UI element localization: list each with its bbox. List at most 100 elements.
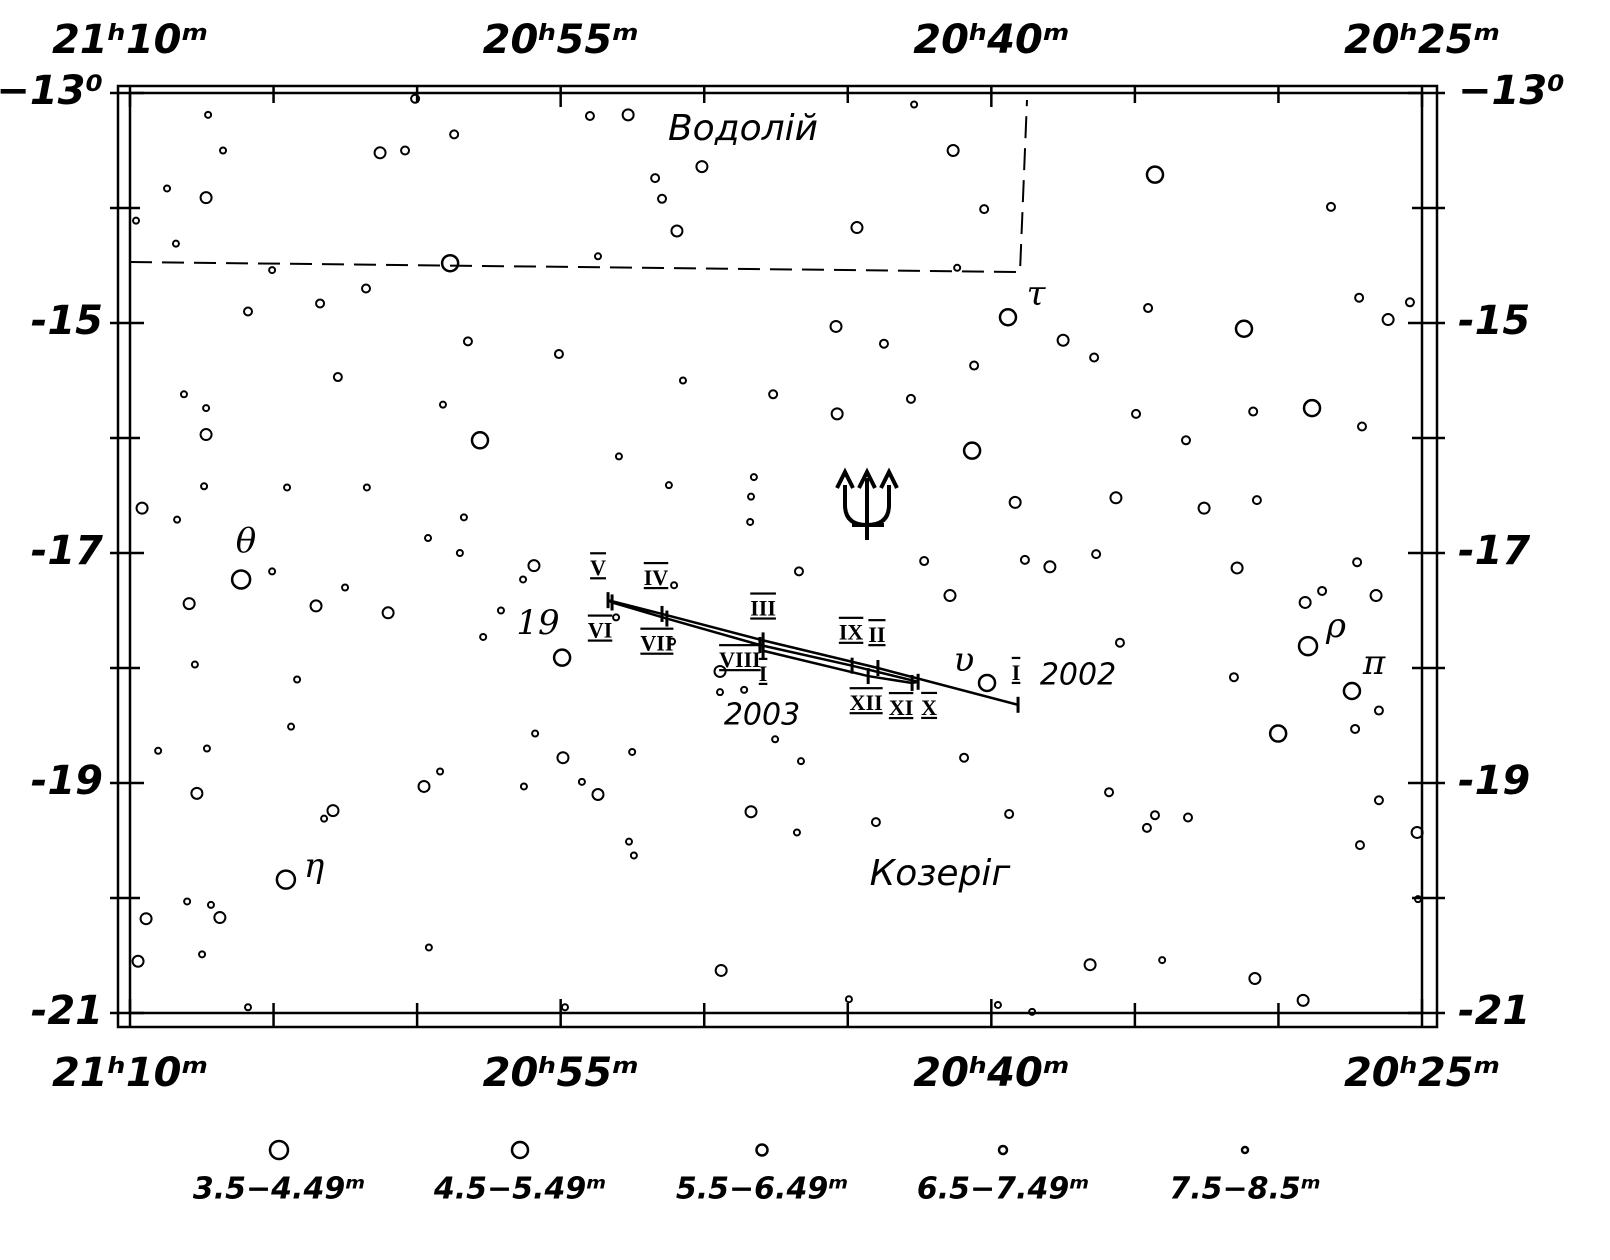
neptune-symbol (835, 467, 899, 540)
star (1369, 589, 1383, 603)
year-label: 2003 (724, 698, 800, 733)
star (470, 431, 490, 450)
star (1234, 319, 1254, 338)
star (850, 221, 864, 235)
star (219, 146, 228, 155)
x-tick-label: 20ʰ25ᵐ (1344, 1050, 1500, 1096)
star-label: τ (1027, 274, 1047, 314)
star (182, 597, 196, 611)
star (206, 900, 215, 909)
star (910, 100, 919, 109)
month-label: XII (850, 690, 883, 715)
month-label: III (750, 595, 776, 620)
star (440, 253, 460, 273)
star (293, 675, 302, 684)
star (410, 93, 421, 104)
star (962, 441, 982, 460)
month-label: II (868, 622, 885, 647)
star-label: 19 (516, 603, 559, 643)
star (326, 804, 340, 818)
star-label: υ (954, 640, 975, 680)
legend-label: 4.5−5.49ᵐ (433, 1172, 606, 1207)
constellation-name: Козеріг (870, 853, 1012, 894)
star (1183, 812, 1194, 823)
star (998, 308, 1018, 327)
star (1248, 972, 1262, 985)
star (614, 452, 623, 461)
star (1302, 398, 1322, 418)
legend-symbol (997, 1144, 1009, 1156)
star (230, 569, 252, 590)
star (552, 648, 572, 667)
star (243, 306, 254, 317)
star (183, 897, 192, 906)
star (1149, 810, 1160, 821)
star (204, 110, 213, 119)
star (1028, 1007, 1037, 1016)
y-tick-label: -21 (1458, 988, 1530, 1034)
star (1056, 333, 1070, 347)
star (668, 637, 677, 646)
star (591, 788, 605, 801)
star (287, 722, 296, 731)
star-label: η (304, 846, 325, 886)
star (190, 786, 204, 800)
month-label: VII (640, 631, 673, 656)
star (171, 239, 180, 248)
constellation-boundary (129, 99, 1028, 274)
star (993, 1000, 1002, 1009)
star (768, 389, 779, 400)
star (793, 566, 804, 577)
star (612, 613, 621, 622)
star (1004, 809, 1015, 820)
month-label: IV (644, 565, 669, 590)
star (716, 688, 725, 697)
star (628, 747, 637, 756)
star (1131, 408, 1142, 419)
star (905, 393, 916, 404)
star (1158, 956, 1167, 965)
star (341, 583, 350, 592)
star (1228, 672, 1239, 683)
legend-symbol (755, 1143, 769, 1157)
star (519, 575, 528, 584)
star (749, 473, 758, 482)
star (1230, 561, 1244, 575)
star (163, 184, 172, 193)
star (624, 837, 633, 846)
star (202, 744, 211, 753)
x-tick-label: 20ʰ40ᵐ (913, 17, 1069, 63)
star (650, 173, 661, 184)
star (695, 160, 709, 174)
star (830, 407, 844, 421)
star (417, 779, 431, 793)
legend-label: 3.5−4.49ᵐ (193, 1172, 365, 1207)
star (959, 752, 970, 763)
star (479, 632, 488, 641)
star (1251, 495, 1262, 506)
star (154, 746, 163, 755)
star (1354, 292, 1365, 303)
month-label: VIII (719, 647, 761, 672)
x-tick-label: 20ʰ55ᵐ (483, 1050, 639, 1096)
star (746, 517, 755, 526)
star (135, 501, 149, 515)
star (1298, 595, 1312, 609)
star (1089, 352, 1100, 363)
star (200, 482, 209, 491)
star (531, 729, 540, 738)
star (424, 534, 433, 543)
star (1043, 560, 1057, 574)
star (436, 767, 445, 776)
star (381, 606, 395, 620)
y-tick-label: -15 (1458, 298, 1530, 344)
star (1180, 435, 1191, 446)
month-label: X (921, 695, 937, 720)
star (1104, 787, 1115, 798)
star (199, 428, 213, 442)
star (361, 283, 372, 294)
star (1143, 303, 1154, 314)
star (870, 817, 881, 828)
star (309, 599, 323, 613)
star (878, 338, 889, 349)
